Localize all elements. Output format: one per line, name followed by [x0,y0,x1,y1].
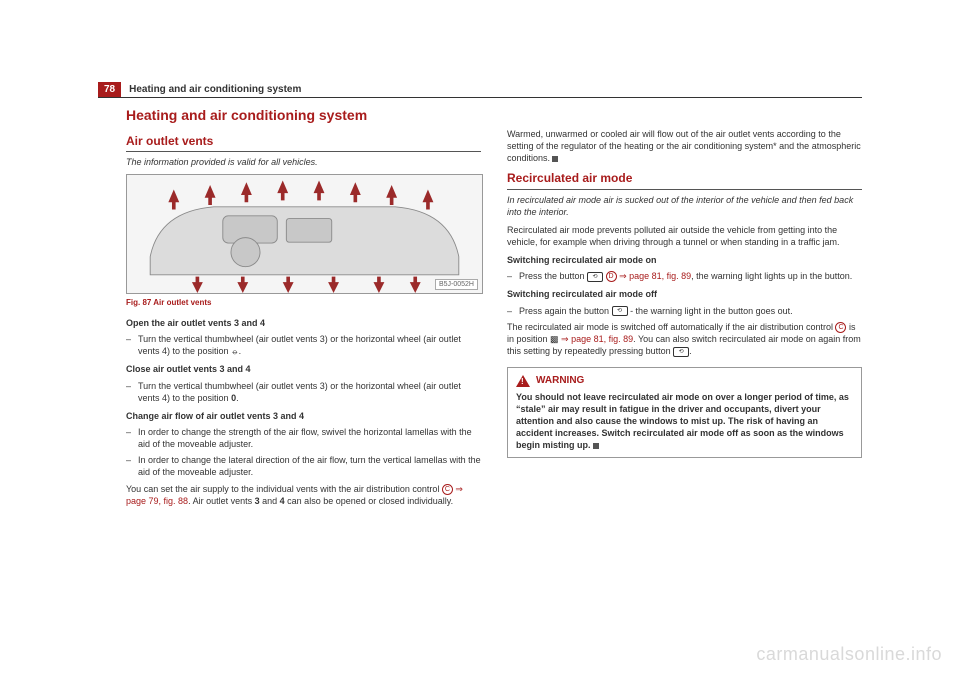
body-text-a: You can set the air supply to the indivi… [126,484,442,494]
list-item: – Turn the vertical thumbwheel (air outl… [126,380,481,404]
warning-title: WARNING [536,374,584,388]
list-item: – Turn the vertical thumbwheel (air outl… [126,333,481,357]
list-item: – In order to change the lateral directi… [126,454,481,478]
page-ref: ⇒ page 81, fig. 89 [559,334,634,344]
bullet-text: In order to change the strength of the a… [138,426,481,450]
vent-open-icon: ⦵ [231,346,239,356]
bullet-text: Press the button [519,271,587,281]
page-header-title: Heating and air conditioning system [129,84,301,97]
figure-87: B5J-0052H [126,174,483,294]
control-d-icon: D [606,271,617,282]
warning-box: WARNING You should not leave recirculate… [507,367,862,458]
recirc-button-icon: ⟲ [612,306,628,316]
left-column: Heating and air conditioning system Air … [126,102,481,639]
content-columns: Heating and air conditioning system Air … [126,102,862,639]
right-column: Warmed, unwarmed or cooled air will flow… [507,102,862,639]
bullet-text: Turn the vertical thumbwheel (air outlet… [138,334,461,356]
page-number: 78 [98,82,121,97]
list-item: – Press again the button ⟲ - the warning… [507,305,862,317]
bullet-text-tail: . [236,393,239,403]
bullet-text-tail: , the warning light lights up in the but… [691,271,852,281]
recirc-off-heading: Switching recirculated air mode off [507,288,862,300]
warning-body: You should not leave recirculated air mo… [516,392,849,451]
close-heading: Close air outlet vents 3 and 4 [126,363,481,375]
body-text: Warmed, unwarmed or cooled air will flow… [507,128,862,164]
list-item: – In order to change the strength of the… [126,426,481,450]
control-c-icon: C [835,322,846,333]
col2-top-text: Warmed, unwarmed or cooled air will flow… [507,129,861,163]
body-text-mid: and [260,496,280,506]
defrost-icon: ▩ [550,334,559,344]
figure-caption: Fig. 87 Air outlet vents [126,298,481,309]
recirc-button-icon: ⟲ [673,347,689,357]
body-text-c: can also be opened or closed individuall… [285,496,453,506]
body-text: Recirculated air mode prevents polluted … [507,224,862,248]
recirc-title: Recirculated air mode [507,170,862,189]
end-square-icon [593,443,599,449]
watermark: carmanualsonline.info [756,644,942,665]
figure-code: B5J-0052H [435,279,478,290]
page-ref: ⇒ page 81, fig. 89 [617,271,692,281]
end-square-icon [552,156,558,162]
dashboard-svg [127,175,482,293]
air-vents-lead: The information provided is valid for al… [126,156,481,168]
bullet-text-tail: - the warning light in the button goes o… [628,306,793,316]
control-c-icon: C [442,484,453,495]
bullet-text: In order to change the lateral direction… [138,454,481,478]
tail-a: The recirculated air mode is switched of… [507,322,835,332]
recirc-lead: In recirculated air mode air is sucked o… [507,194,862,218]
open-heading: Open the air outlet vents 3 and 4 [126,317,481,329]
section-title: Heating and air conditioning system [126,106,481,125]
warning-text: You should not leave recirculated air mo… [516,391,853,452]
bullet-text: Turn the vertical thumbwheel (air outlet… [138,381,461,403]
page-header: 78 Heating and air conditioning system [98,82,862,98]
change-heading: Change air flow of air outlet vents 3 an… [126,410,481,422]
warning-head: WARNING [516,374,853,388]
list-item: – Press the button ⟲ D ⇒ page 81, fig. 8… [507,270,862,282]
body-text-b: . Air outlet vents [188,496,255,506]
recirc-button-icon: ⟲ [587,272,603,282]
tail-c: . [689,346,692,356]
body-text: The recirculated air mode is switched of… [507,321,862,357]
warning-icon [516,375,530,387]
body-text: You can set the air supply to the indivi… [126,483,481,507]
recirc-on-heading: Switching recirculated air mode on [507,254,862,266]
bullet-text-tail: . [239,346,242,356]
air-vents-title: Air outlet vents [126,133,481,152]
bullet-text: Press again the button [519,306,612,316]
